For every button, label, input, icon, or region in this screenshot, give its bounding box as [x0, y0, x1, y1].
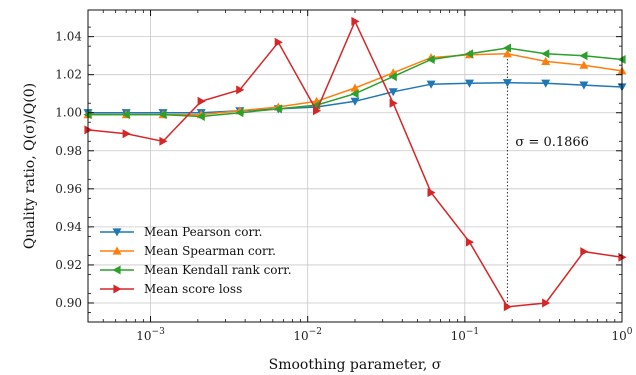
x-tick-label: 10−3 [136, 327, 165, 343]
data-point [427, 188, 436, 198]
data-point [121, 110, 130, 120]
y-tick-label: 1.04 [55, 30, 82, 44]
data-point [502, 49, 512, 58]
legend-item: Mean Spearman corr. [100, 244, 276, 258]
data-point [388, 72, 397, 82]
data-point [542, 298, 551, 308]
x-tick-label: 10−1 [451, 327, 480, 343]
annotations: σ = 0.1866 [515, 135, 589, 150]
legend-item: Mean score loss [100, 282, 242, 296]
data-point [273, 104, 282, 114]
data-point [426, 55, 435, 64]
legend-swatch-marker [113, 284, 122, 294]
data-point [465, 49, 474, 59]
data-point [236, 85, 245, 95]
data-point [313, 106, 322, 116]
data-point [502, 79, 512, 88]
data-point [541, 49, 550, 59]
data-point [351, 16, 360, 26]
data-point [274, 37, 283, 47]
axis-labels: Smoothing parameter, σ Quality ratio, Q(σ… [22, 83, 442, 373]
data-point [235, 108, 244, 118]
legend-label: Mean score loss [144, 282, 242, 296]
data-point [579, 81, 589, 90]
data-point [579, 60, 589, 69]
data-point [503, 302, 512, 312]
series-line [88, 47, 623, 118]
y-tick-label: 1.02 [55, 68, 82, 82]
data-point [580, 247, 589, 257]
y-tick-label: 1.00 [55, 106, 82, 120]
legend-item: Mean Kendall rank corr. [100, 263, 292, 277]
data-point [350, 89, 359, 99]
legend-swatch-marker [112, 228, 122, 237]
y-tick-label: 0.94 [55, 220, 82, 234]
legend: Mean Pearson corr. Mean Spearman corr. Mea… [100, 225, 292, 296]
data-point [579, 51, 588, 61]
legend-item: Mean Pearson corr. [100, 225, 262, 239]
data-point [159, 136, 168, 146]
legend-label: Mean Kendall rank corr. [144, 263, 292, 277]
data-point [541, 56, 551, 65]
data-point [196, 112, 205, 121]
legend-label: Mean Spearman corr. [144, 244, 276, 258]
sigma-annotation: σ = 0.1866 [515, 135, 589, 150]
series-4 [84, 16, 627, 312]
data-point [465, 237, 474, 247]
legend-swatch-marker [112, 265, 121, 275]
series-group [83, 16, 627, 312]
data-point [502, 43, 511, 53]
y-tick-label: 0.96 [55, 182, 82, 196]
x-axis-label: Smoothing parameter, σ [269, 357, 442, 373]
data-point [197, 96, 206, 106]
data-point [350, 83, 360, 92]
data-point [388, 88, 398, 97]
x-tick-label: 10−2 [293, 327, 322, 343]
data-point [541, 79, 551, 88]
data-point [158, 110, 167, 120]
y-tick-label: 0.90 [55, 296, 82, 310]
y-tick-label: 0.92 [55, 258, 82, 272]
data-point [426, 80, 436, 89]
y-tick-label: 0.98 [55, 144, 82, 158]
axis-ticks: 10−3 10−2 10−1 100 0.90 0.92 0.94 0.96 0.98 1.00 1… [55, 10, 633, 343]
x-tick-label: 100 [611, 327, 632, 343]
data-point [122, 129, 131, 139]
data-point [350, 97, 360, 106]
grid [88, 10, 623, 322]
y-axis-label: Quality ratio, Q(σ)/Q(0) [22, 83, 38, 249]
legend-swatch-marker [112, 246, 122, 255]
data-point [389, 98, 398, 108]
data-point [465, 79, 474, 88]
legend-label: Mean Pearson corr. [144, 225, 262, 239]
